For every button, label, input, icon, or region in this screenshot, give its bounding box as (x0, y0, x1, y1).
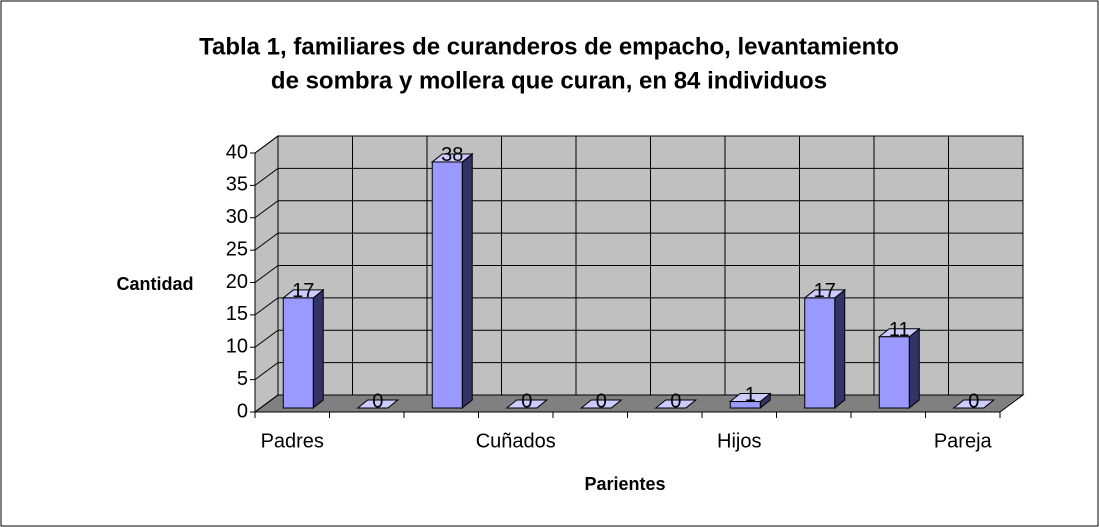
y-tick-label: 0 (237, 400, 248, 422)
bar (282, 297, 314, 409)
bar (878, 336, 910, 409)
grid-line (254, 394, 1023, 413)
y-tick-label: 40 (226, 141, 248, 163)
data-label: 0 (372, 390, 383, 412)
y-tick-label: 30 (226, 206, 248, 228)
x-tick-label: Cuñados (476, 430, 556, 452)
data-label: 0 (968, 390, 979, 412)
data-label: 38 (441, 144, 463, 166)
x-axis-label: Parientes (584, 474, 665, 494)
data-label: 17 (814, 280, 836, 302)
data-label: 1 (745, 384, 756, 406)
y-axis-label: Cantidad (116, 274, 193, 294)
bar (804, 297, 836, 409)
grid-line (254, 297, 1023, 316)
data-label: 0 (596, 390, 607, 412)
bar-top (654, 399, 698, 409)
x-tick-label: Hijos (717, 430, 761, 452)
bar (729, 401, 761, 409)
x-tick-label: Padres (261, 430, 324, 452)
grid-line (254, 167, 1023, 186)
bar-side (834, 288, 846, 410)
chart-title: Tabla 1, familiares de curanderos de emp… (199, 33, 899, 60)
data-label: 11 (889, 319, 910, 341)
y-tick-label: 15 (226, 303, 248, 325)
y-tick-label: 25 (226, 238, 248, 260)
x-tick-label: Pareja (934, 430, 993, 452)
grid-line (254, 362, 1023, 381)
grid-line (254, 232, 1023, 251)
grid-line (254, 329, 1023, 348)
y-tick-label: 20 (226, 271, 248, 293)
bar-top (952, 399, 996, 409)
y-tick-label: 10 (226, 336, 248, 358)
bar (431, 161, 463, 409)
grid-line (254, 135, 1023, 154)
bar-side (312, 288, 324, 410)
chart-title: de sombra y mollera que curan, en 84 ind… (271, 67, 827, 94)
data-label: 0 (521, 390, 532, 412)
bar-top (356, 399, 400, 409)
grid-line (254, 200, 1023, 219)
y-tick-label: 5 (237, 368, 248, 390)
data-label: 17 (292, 280, 314, 302)
grid-line (254, 265, 1023, 283)
data-label: 0 (670, 390, 681, 412)
bar-side (908, 327, 920, 410)
bar-top (505, 399, 549, 409)
y-tick-label: 35 (226, 174, 248, 196)
bar-top (579, 399, 623, 409)
bar-side (461, 152, 473, 410)
